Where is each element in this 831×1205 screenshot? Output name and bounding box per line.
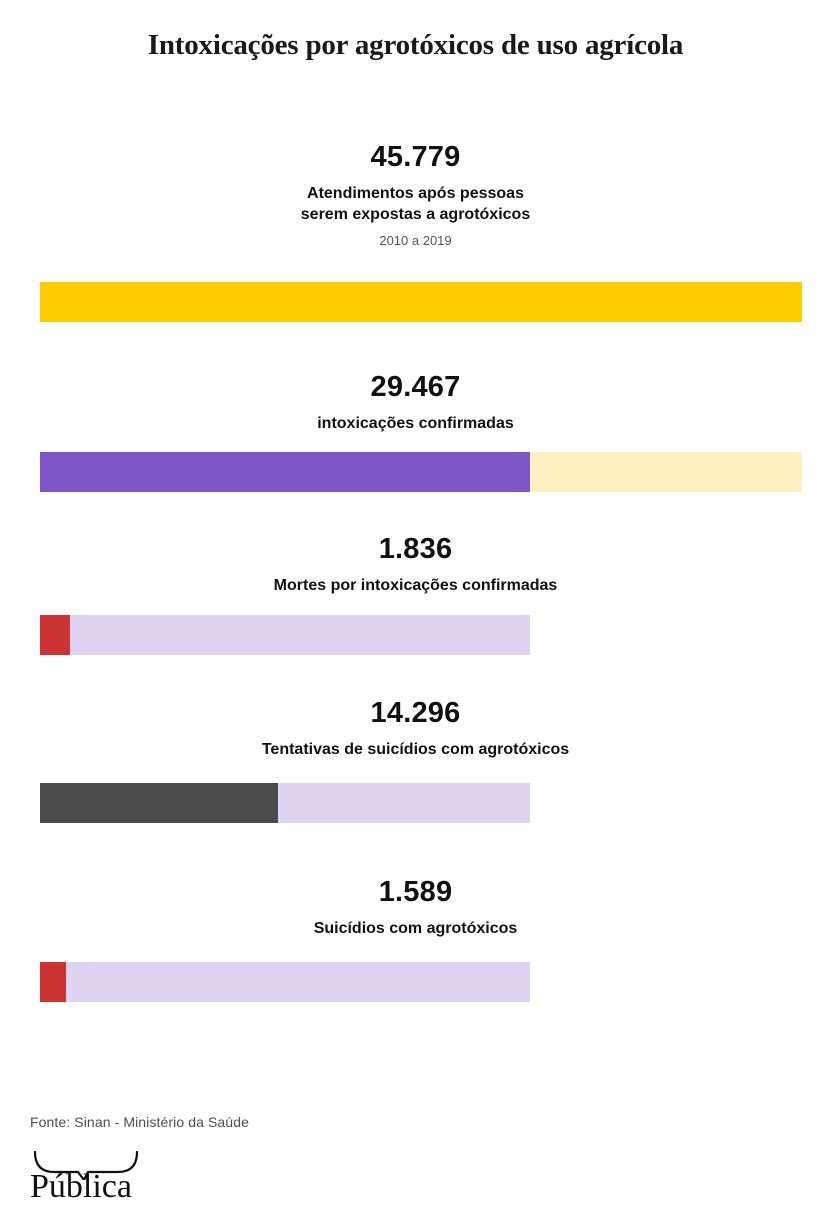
stat-block-tentativas: 14.296 Tentativas de suicídios com agrot… <box>0 697 831 760</box>
stat-sublabel-period: 2010 a 2019 <box>379 233 452 249</box>
bar-fill-intoxicacoes <box>40 452 530 492</box>
bar-track-atendimentos <box>40 282 802 322</box>
bar-track-tentativas <box>40 783 530 823</box>
stat-label-intoxicacoes: intoxicações confirmadas <box>317 414 514 432</box>
bar-track-intoxicacoes <box>40 452 802 492</box>
bar-fill-mortes <box>40 615 70 655</box>
stat-label-mortes: Mortes por intoxicações confirmadas <box>273 576 558 594</box>
stat-value-intoxicacoes: 29.467 <box>370 371 461 403</box>
stat-label-tentativas: Tentativas de suicídios com agrotóxicos <box>261 740 570 758</box>
stat-text-group: 1.836 Mortes por intoxicações confirmada… <box>0 533 831 596</box>
stat-block-intoxicacoes: 29.467 intoxicações confirmadas <box>0 371 831 434</box>
publica-logo: Pública <box>30 1150 160 1204</box>
stat-value-tentativas: 14.296 <box>370 697 461 729</box>
bar-fill-tentativas <box>40 783 278 823</box>
stat-text-group: 29.467 intoxicações confirmadas <box>0 371 831 434</box>
bar-fill-atendimentos <box>40 282 802 322</box>
page-title: Intoxicações por agrotóxicos de uso agrí… <box>147 29 684 61</box>
stat-block-mortes: 1.836 Mortes por intoxicações confirmada… <box>0 533 831 596</box>
stat-label-line-2: serem expostas a agrotóxicos <box>300 206 531 223</box>
stat-value-suicidios: 1.589 <box>378 876 453 908</box>
bar-fill-suicidios <box>40 962 66 1002</box>
stat-label-line-1: Atendimentos após pessoas <box>307 184 524 202</box>
stat-text-group: 1.589 Suicídios com agrotóxicos <box>0 876 831 939</box>
bar-track-mortes <box>40 615 530 655</box>
source-note: Fonte: Sinan - Ministério da Saúde <box>30 1114 249 1130</box>
stat-text-group: 14.296 Tentativas de suicídios com agrot… <box>0 697 831 760</box>
stat-text-group: 45.779 Atendimentos após pessoas serem e… <box>0 141 831 249</box>
stat-value-mortes: 1.836 <box>378 533 453 565</box>
stat-value-atendimentos: 45.779 <box>370 141 461 173</box>
stat-label-suicidios: Suicídios com agrotóxicos <box>313 919 518 937</box>
speech-bubble-arc-icon <box>33 1150 139 1180</box>
stat-label-atendimentos: Atendimentos após pessoas serem expostas… <box>0 183 831 225</box>
bar-track-suicidios <box>40 962 530 1002</box>
stat-block-atendimentos: 45.779 Atendimentos após pessoas serem e… <box>0 141 831 249</box>
publica-logo-text: Pública <box>30 1168 132 1205</box>
stat-block-suicidios: 1.589 Suicídios com agrotóxicos <box>0 876 831 939</box>
